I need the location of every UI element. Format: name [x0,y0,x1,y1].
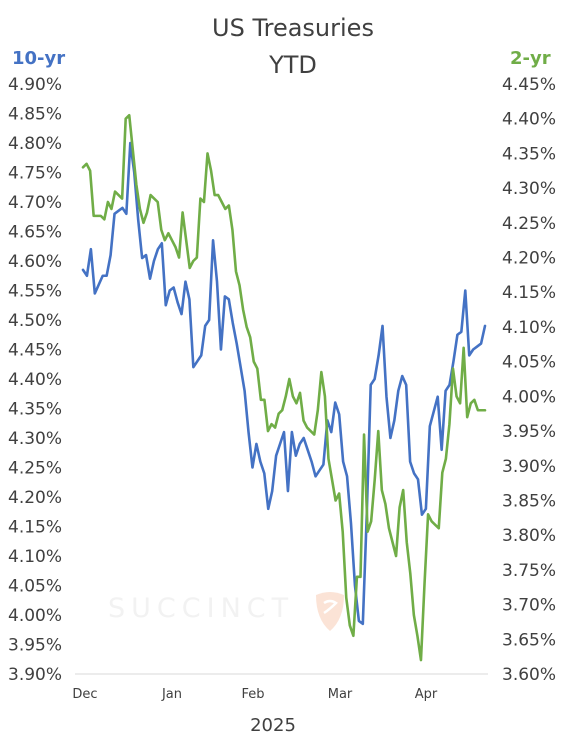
x-tick-label: Mar [328,687,353,702]
right-tick-label: 3.85% [502,491,556,511]
left-tick-label: 4.15% [8,518,62,538]
x-axis-ticks: Dec Jan Feb Mar Apr [72,687,437,702]
right-tick-label: 4.15% [502,283,556,303]
right-tick-label: 3.95% [502,422,556,442]
watermark: SUCCINCT [108,592,344,631]
left-tick-label: 4.40% [8,370,62,390]
left-tick-label: 4.55% [8,282,62,302]
x-tick-label: Dec [72,687,97,702]
left-tick-label: 4.60% [8,252,62,272]
left-tick-label: 4.80% [8,134,62,154]
series-line-10-yr [81,141,487,626]
x-axis-label: 2025 [250,715,296,736]
right-tick-label: 4.20% [502,249,556,269]
left-tick-label: 4.10% [8,547,62,567]
left-tick-label: 4.00% [8,606,62,626]
x-tick-label: Feb [241,687,264,702]
left-axis-ticks: 4.90% 4.85% 4.80% 4.75% 4.70% 4.65% 4.60% 4.55%… [8,75,62,685]
right-axis-label: 2-yr [510,48,551,69]
left-tick-label: 4.25% [8,459,62,479]
left-tick-label: 4.70% [8,193,62,213]
left-tick-label: 4.65% [8,223,62,243]
left-tick-label: 4.20% [8,488,62,508]
left-tick-label: 4.45% [8,341,62,361]
left-tick-label: 4.85% [8,105,62,125]
right-tick-label: 4.45% [502,75,556,95]
right-axis-ticks: 4.45% 4.40% 4.35% 4.30% 4.25% 4.20% 4.15% 4.10%… [502,75,556,685]
right-tick-label: 4.40% [502,110,556,130]
right-tick-label: 3.70% [502,596,556,616]
left-tick-label: 4.05% [8,577,62,597]
right-tick-label: 3.90% [502,457,556,477]
right-tick-label: 3.80% [502,526,556,546]
series-layer [81,113,487,662]
right-tick-label: 3.60% [502,665,556,685]
right-tick-label: 3.75% [502,561,556,581]
left-tick-label: 4.35% [8,400,62,420]
left-tick-label: 3.95% [8,636,62,656]
series-line-2-yr [81,113,487,662]
shield-logo-icon [316,592,344,631]
left-tick-label: 4.30% [8,429,62,449]
x-tick-label: Apr [415,687,438,702]
right-tick-label: 4.30% [502,179,556,199]
left-tick-label: 4.90% [8,75,62,95]
watermark-text: SUCCINCT [108,593,294,624]
right-tick-label: 4.10% [502,318,556,338]
x-tick-label: Jan [161,687,182,702]
right-tick-label: 3.65% [502,630,556,650]
left-axis-label: 10-yr [12,48,65,69]
right-tick-label: 4.35% [502,144,556,164]
right-tick-label: 4.00% [502,387,556,407]
left-tick-label: 3.90% [8,665,62,685]
right-tick-label: 4.25% [502,214,556,234]
left-tick-label: 4.50% [8,311,62,331]
chart-title-line-2: YTD [268,51,317,79]
right-tick-label: 4.05% [502,353,556,373]
chart-title-line-1: US Treasuries [212,14,374,42]
left-tick-label: 4.75% [8,164,62,184]
